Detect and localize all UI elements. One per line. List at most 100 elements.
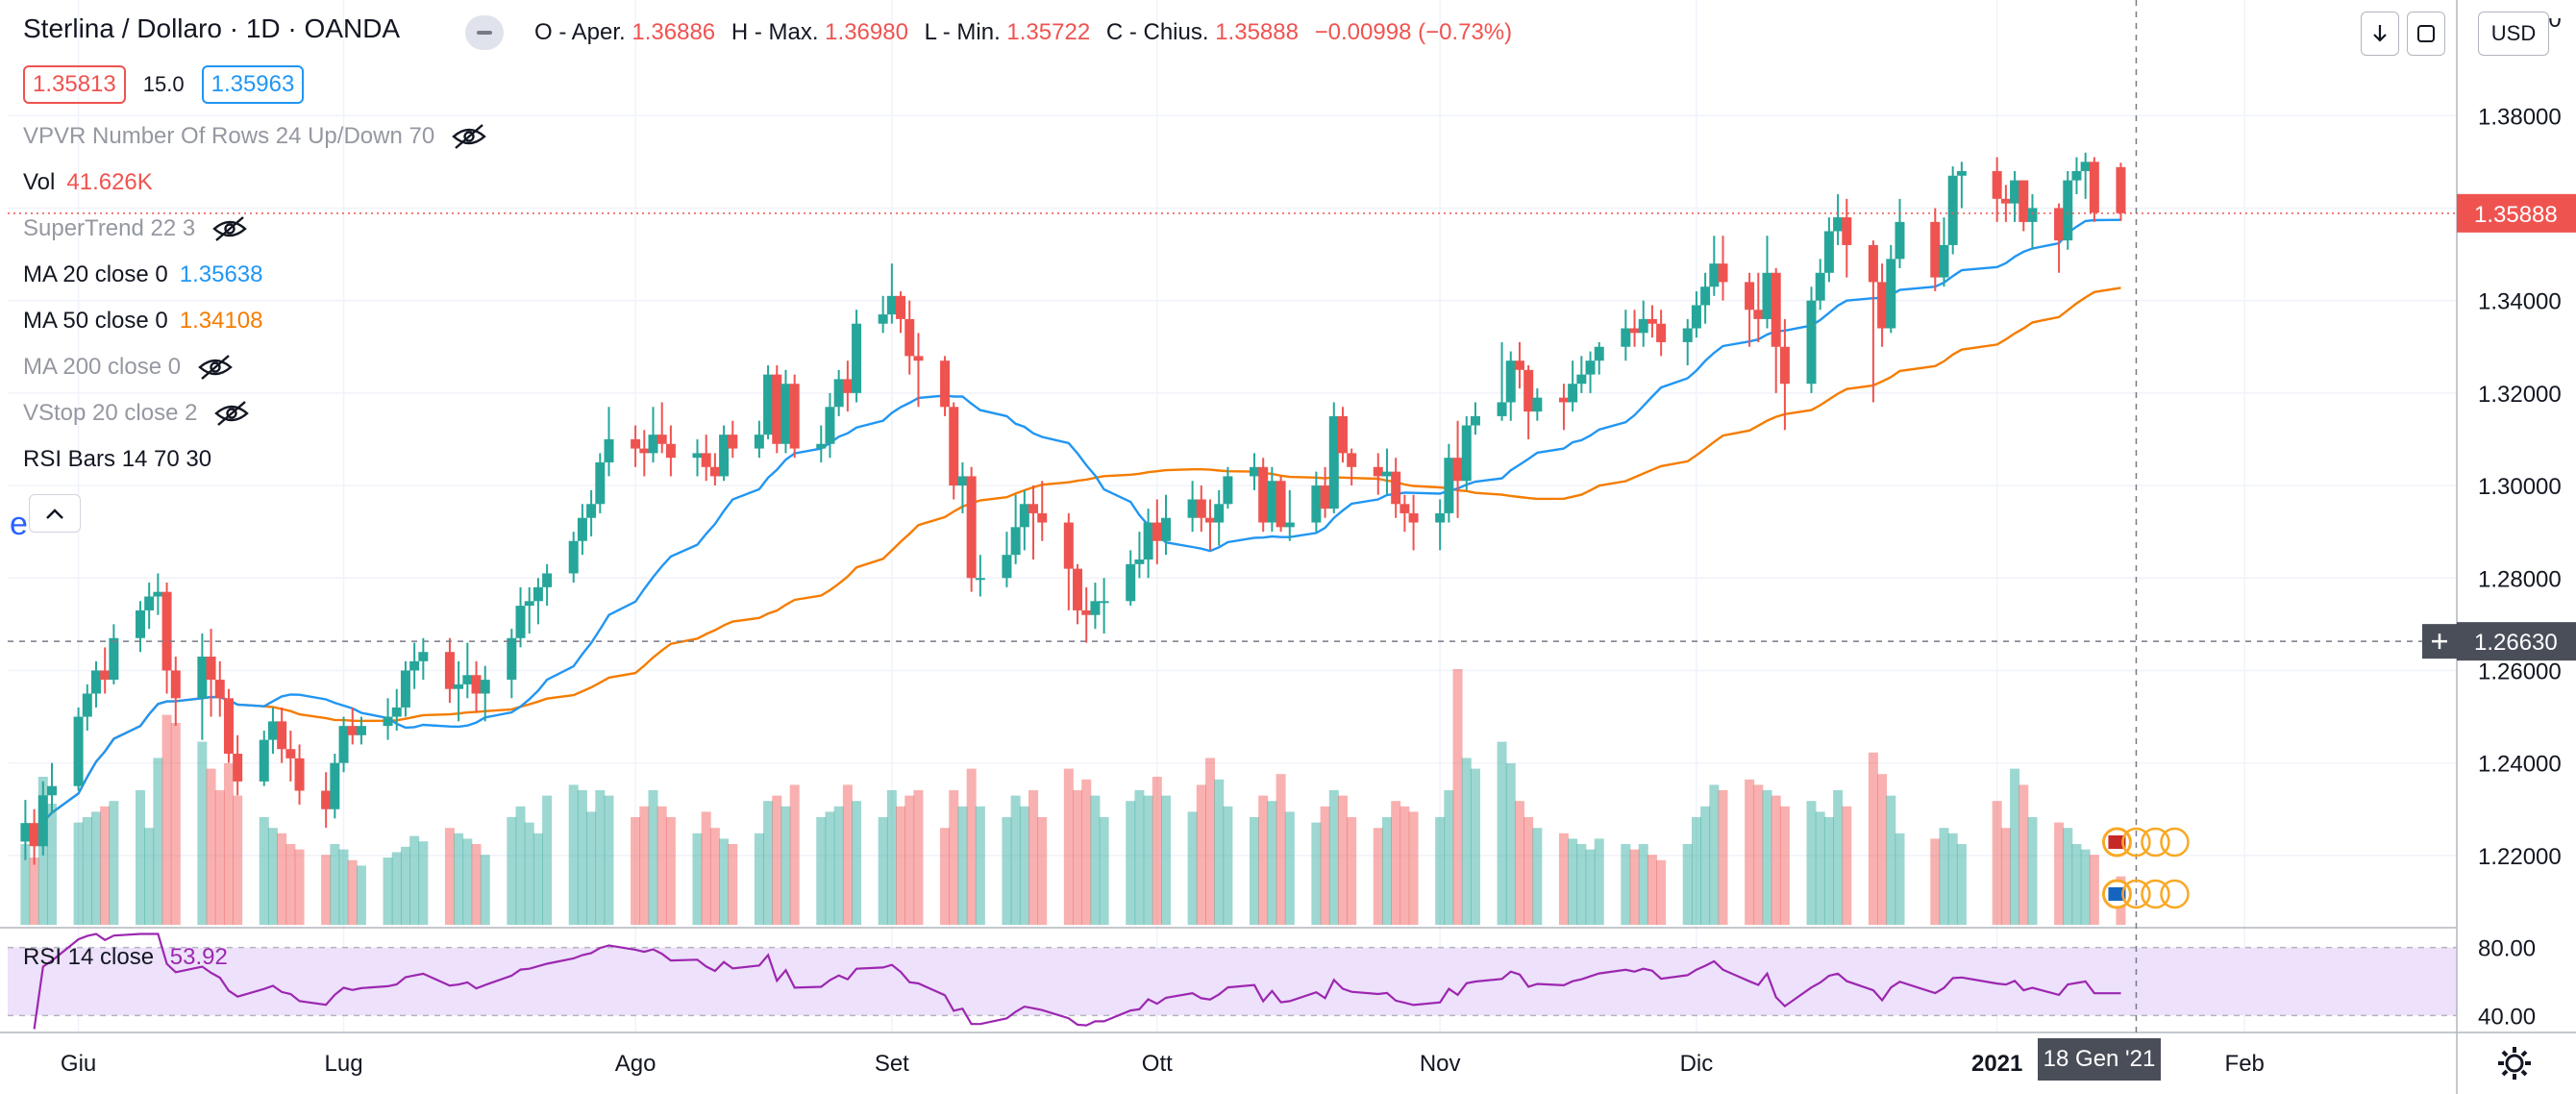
candle[interactable] xyxy=(913,333,924,408)
candle[interactable] xyxy=(20,800,31,860)
candle[interactable] xyxy=(1505,351,1516,421)
candle[interactable] xyxy=(886,263,897,324)
candle[interactable] xyxy=(285,730,296,782)
candle[interactable] xyxy=(1877,263,1888,347)
candle[interactable] xyxy=(949,402,959,500)
candle[interactable] xyxy=(1621,310,1631,361)
candle[interactable] xyxy=(1558,384,1569,431)
candle[interactable] xyxy=(1753,272,1764,342)
eye-hidden-icon[interactable] xyxy=(212,400,251,427)
candle[interactable] xyxy=(1444,443,1454,523)
candle[interactable] xyxy=(1718,236,1728,301)
candle[interactable] xyxy=(1497,341,1507,421)
candle[interactable] xyxy=(1638,300,1648,347)
candle[interactable] xyxy=(1656,310,1667,357)
uk-event-flag-icon[interactable] xyxy=(2101,827,2190,858)
candle[interactable] xyxy=(1328,402,1339,513)
indicator-row[interactable]: MA 200 close 0 xyxy=(23,354,235,381)
candle[interactable] xyxy=(1682,318,1693,365)
fullscreen-button[interactable] xyxy=(2407,12,2445,56)
candle[interactable] xyxy=(1019,489,1029,551)
candle[interactable] xyxy=(665,425,676,477)
candle[interactable] xyxy=(233,734,243,796)
candle[interactable] xyxy=(648,407,658,462)
candle[interactable] xyxy=(1523,364,1534,439)
candle[interactable] xyxy=(1347,448,1357,486)
candle[interactable] xyxy=(1815,259,1825,311)
candle[interactable] xyxy=(507,629,517,699)
candle[interactable] xyxy=(1284,489,1295,541)
indicator-row[interactable]: SuperTrend 22 3 xyxy=(23,215,249,242)
candle[interactable] xyxy=(1037,481,1048,541)
candle[interactable] xyxy=(1956,162,1967,209)
candle[interactable] xyxy=(1161,494,1172,556)
indicator-row[interactable]: Vol 41.626K xyxy=(23,169,153,196)
candle[interactable] xyxy=(577,504,587,556)
candle[interactable] xyxy=(1514,341,1524,389)
candle[interactable] xyxy=(400,660,410,717)
candle[interactable] xyxy=(1939,217,1949,287)
candle[interactable] xyxy=(1895,198,1905,268)
candle[interactable] xyxy=(454,660,464,722)
candle[interactable] xyxy=(789,374,800,459)
candle[interactable] xyxy=(1152,499,1162,564)
candle[interactable] xyxy=(1745,272,1755,347)
candle[interactable] xyxy=(1779,318,1790,431)
candle[interactable] xyxy=(100,647,111,694)
candle[interactable] xyxy=(144,583,155,630)
candle[interactable] xyxy=(1311,471,1322,533)
candle[interactable] xyxy=(1691,291,1701,338)
candle[interactable] xyxy=(568,532,579,584)
candle[interactable] xyxy=(1399,494,1410,533)
symbol-title[interactable]: Sterlina / Dollaro · 1D · OANDA xyxy=(23,13,400,44)
candle[interactable] xyxy=(1002,532,1012,587)
candle[interactable] xyxy=(1010,494,1021,564)
candle[interactable] xyxy=(1709,236,1720,296)
candle[interactable] xyxy=(1461,415,1472,490)
candle[interactable] xyxy=(2063,170,2073,250)
event-flags[interactable] xyxy=(2101,827,2190,909)
candle[interactable] xyxy=(1833,194,1844,245)
candle[interactable] xyxy=(2054,203,2065,273)
candle[interactable] xyxy=(1470,402,1480,435)
candle[interactable] xyxy=(1214,489,1225,546)
candle[interactable] xyxy=(896,291,906,334)
candle[interactable] xyxy=(277,707,287,763)
collapse-legend-button[interactable] xyxy=(29,494,81,533)
candle[interactable] xyxy=(1452,420,1463,518)
download-button[interactable] xyxy=(2361,12,2399,56)
candle[interactable] xyxy=(153,573,163,615)
candle[interactable] xyxy=(816,425,827,462)
candle[interactable] xyxy=(763,364,774,439)
candle[interactable] xyxy=(515,586,526,648)
candle[interactable] xyxy=(356,716,366,745)
candle[interactable] xyxy=(975,555,985,597)
candle[interactable] xyxy=(46,762,57,814)
candle[interactable] xyxy=(1267,466,1277,533)
candle[interactable] xyxy=(1073,563,1083,625)
candle[interactable] xyxy=(480,665,490,722)
candle[interactable] xyxy=(1868,240,1878,403)
eye-hidden-icon[interactable] xyxy=(450,123,488,150)
candle[interactable] xyxy=(852,310,862,403)
candle[interactable] xyxy=(709,453,720,486)
candle[interactable] xyxy=(595,453,606,513)
candle[interactable] xyxy=(29,808,39,865)
candle[interactable] xyxy=(2019,180,2029,232)
candle[interactable] xyxy=(1134,532,1145,579)
candle[interactable] xyxy=(418,637,429,681)
candle[interactable] xyxy=(825,392,835,459)
indicator-row[interactable]: MA 20 close 0 1.35638 xyxy=(23,261,263,288)
candle[interactable] xyxy=(383,698,393,740)
candle[interactable] xyxy=(842,361,853,412)
candle[interactable] xyxy=(1090,583,1101,630)
candle[interactable] xyxy=(1126,550,1136,607)
candle[interactable] xyxy=(1276,476,1286,533)
candle[interactable] xyxy=(170,657,181,727)
candle[interactable] xyxy=(338,716,349,773)
candle[interactable] xyxy=(524,586,534,634)
candle[interactable] xyxy=(1223,466,1233,510)
candle[interactable] xyxy=(1806,286,1817,393)
candle[interactable] xyxy=(1258,458,1269,533)
candle[interactable] xyxy=(409,642,420,689)
